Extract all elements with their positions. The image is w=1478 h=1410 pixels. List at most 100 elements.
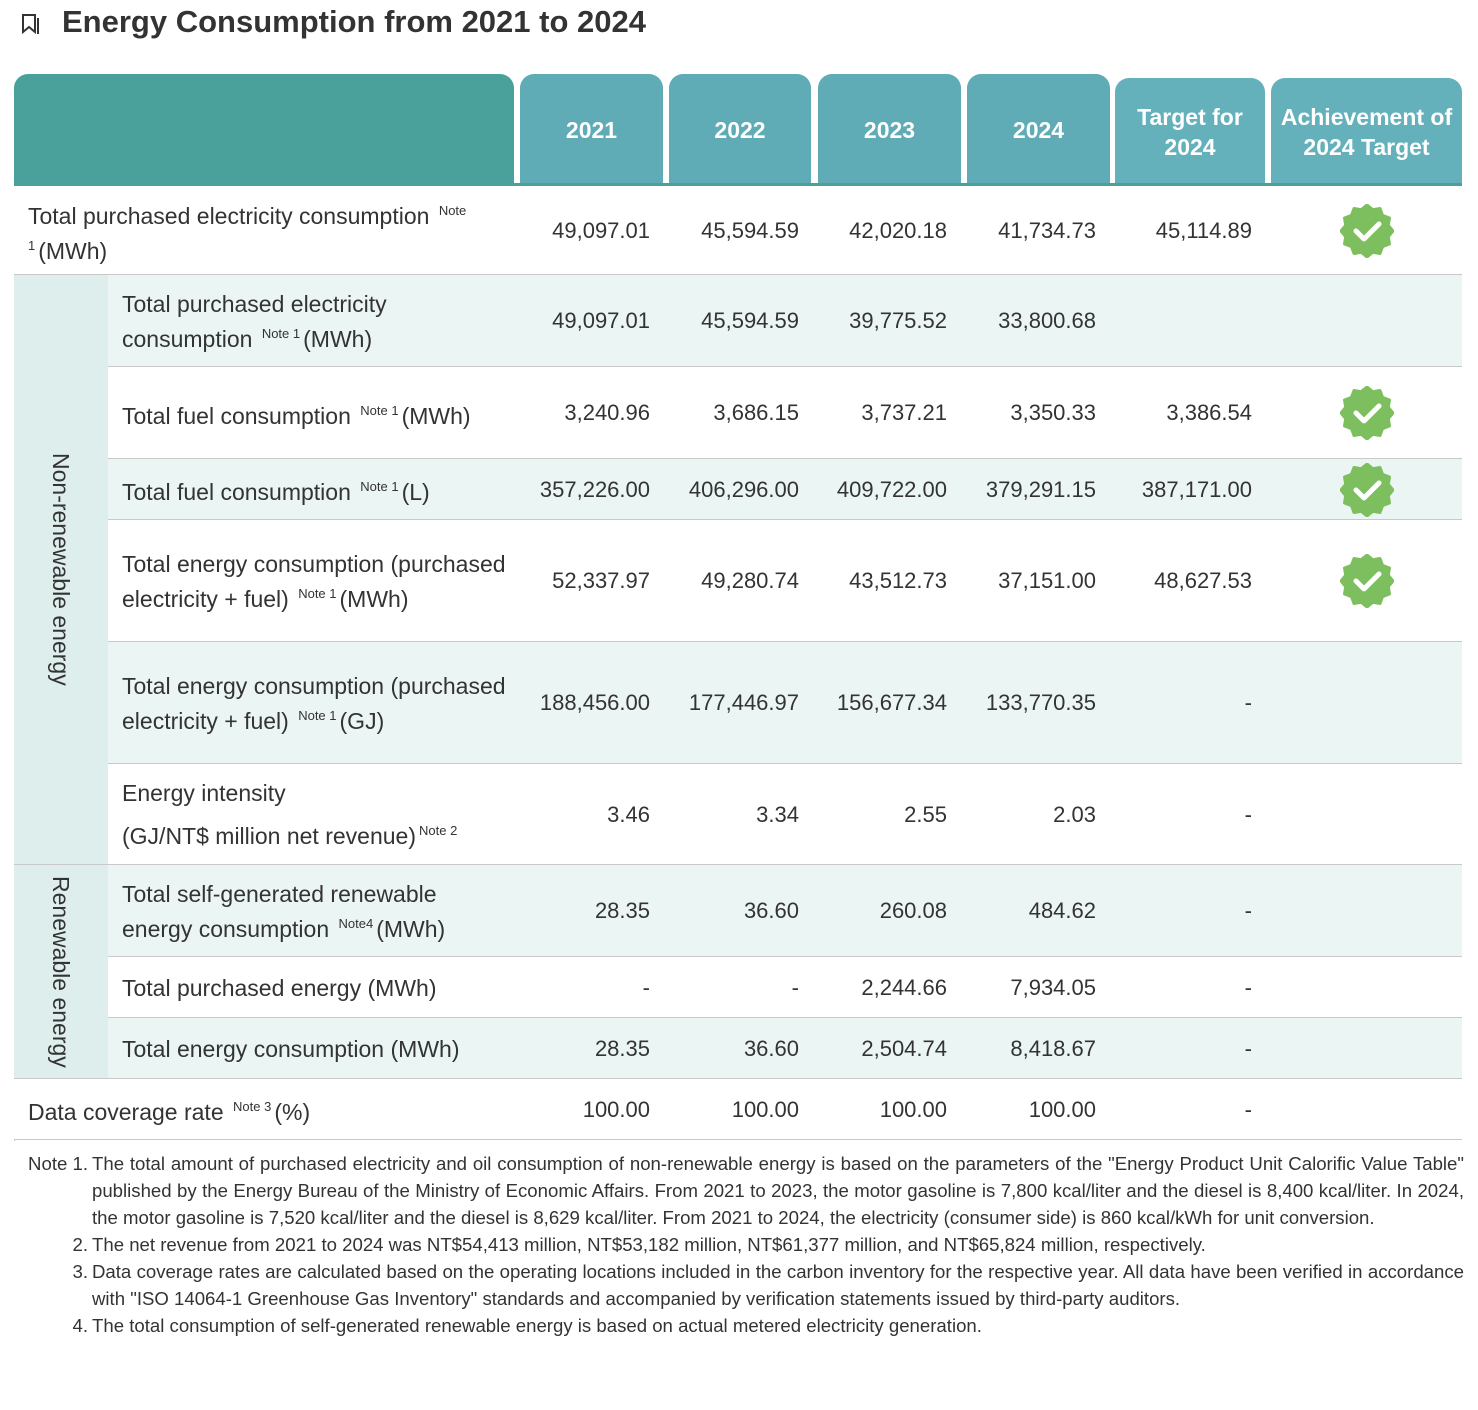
bookmark-icon [22,14,39,35]
value-cell: 45,114.89 [1155,217,1252,243]
value-cell: 33,800.68 [998,308,1096,333]
value-cell: 2.03 [1053,801,1096,827]
group-label: Renewable energy [14,865,108,1079]
unit: (MWh) [38,237,108,264]
row-bg [14,642,1462,764]
label: Total purchased energy [122,974,362,1001]
note-text: The net revenue from 2021 to 2024 was NT… [92,1234,1206,1255]
check-badge [1340,462,1394,517]
row-bg [14,1018,1462,1079]
value-cell: 41,734.73 [998,217,1096,243]
row-label: Total energy consumption (purchased elec… [122,642,512,764]
value-cell: - [1244,974,1252,1000]
value-cell: 100.00 [731,1096,799,1122]
value-cell: - [642,974,650,1000]
row-bg [14,186,1462,275]
note-ref: Note 1 [298,585,337,601]
label: Energy intensity [122,780,286,806]
value-cell: 8,418.67 [1010,1035,1096,1061]
row-label-text: Data coverage rate Note 3 (%) [28,1092,310,1127]
value-cell: 43,512.73 [849,568,947,593]
note: Note 1. The total amount of purchased ele… [14,1150,1464,1231]
row-bg [14,1079,1462,1140]
header-corner [14,74,514,185]
value-cell: 133,770.35 [985,690,1096,715]
row-label: Total fuel consumption Note 1 (L) [122,459,512,520]
value-cell: 177,446.97 [688,690,799,715]
value-cell: 3,386.54 [1166,400,1252,425]
label: Total self-generated renewable energy co… [122,880,437,942]
note-text: Data coverage rates are calculated based… [92,1261,1464,1309]
row-bg [14,520,1462,642]
value-cell: 409,722.00 [836,476,947,502]
value-cell: - [791,974,799,1000]
row-label: Energy intensity (GJ/NT$ million net rev… [122,764,512,865]
row-label-text: Total purchased electricity consumption … [122,289,512,354]
row-bg [14,764,1462,865]
note-ref: Note 1 [360,402,399,418]
check-badge [1340,554,1394,608]
row-label-text: Total purchased energy (MWh) [122,973,436,1003]
header-rule [14,183,1462,186]
value-cell: 3.34 [756,801,799,827]
group-label: Non-renewable energy [14,275,108,865]
label: Total fuel consumption [122,402,351,429]
value-cell: - [1244,690,1252,715]
value-cell: 379,291.15 [985,476,1096,502]
header-cell: 2023 [818,74,961,185]
unit: (L) [401,479,430,505]
value-cell: 406,296.00 [688,476,799,502]
value-cell: 3,240.96 [564,400,650,425]
note-marker: 4. [72,1315,88,1336]
value-cell: 3,686.15 [713,400,799,425]
value-cell: 188,456.00 [539,690,650,715]
note-ref: Note4 [338,915,374,931]
unit: (MWh) [303,325,373,352]
value-cell: 36.60 [743,1035,799,1061]
header-cell: 2024 [967,74,1110,185]
row-label-text: Total fuel consumption Note 1 (L) [122,472,430,507]
value-cell: 49,280.74 [701,568,799,593]
label: Total purchased electricity consumption [28,202,430,229]
row-label: Total purchased energy (MWh) [122,957,512,1018]
note: 2. The net revenue from 2021 to 2024 was … [14,1231,1464,1258]
unit: (MWh) [339,585,409,612]
row-label: Total energy consumption (purchased elec… [122,520,512,642]
row-label-text: Total energy consumption (purchased elec… [122,671,512,736]
value-cell: 49,097.01 [552,308,650,333]
row-label-text: Total energy consumption (MWh) [122,1034,459,1064]
row-label-text: Total self-generated renewable energy co… [122,879,512,944]
value-cell: 39,775.52 [849,308,947,333]
value-cell: 3,350.33 [1010,400,1096,425]
value-cell: - [1244,1035,1252,1061]
value-cell: - [1244,801,1252,827]
header-cell: 2021 [520,74,663,185]
note-ref: Note 2 [419,823,458,838]
value-cell: 3,737.21 [861,400,947,425]
value-cell: 260.08 [879,898,947,923]
value-cell: 48,627.53 [1154,568,1252,593]
check-badge [1340,203,1394,258]
value-cell: 49,097.01 [552,217,650,243]
value-cell: 45,594.59 [701,217,799,243]
value-cell: 156,677.34 [836,690,947,715]
note-ref: Note 1 [360,479,399,494]
row-label: Total fuel consumption Note 1 (MWh) [122,367,512,459]
label: Total energy consumption (purchased elec… [122,672,506,734]
note-text: The total consumption of self-generated … [92,1315,982,1336]
value-cell: 100.00 [879,1096,947,1122]
value-cell: 2,504.74 [861,1035,947,1061]
value-cell: 100.00 [1028,1096,1096,1122]
value-cell: 2.55 [904,801,947,827]
value-cell: 484.62 [1028,898,1096,923]
row-bg [14,459,1462,520]
value-cell: 357,226.00 [539,476,650,502]
row-bg [14,367,1462,459]
row-label-text: Total purchased electricity consumption … [28,196,508,266]
row-bg [14,275,1462,367]
value-cell: 28.35 [594,1035,650,1061]
label: Data coverage rate [28,1099,224,1125]
value-cell: 37,151.00 [998,568,1096,593]
value-cell: - [1244,898,1252,923]
unit: (%) [274,1099,311,1125]
